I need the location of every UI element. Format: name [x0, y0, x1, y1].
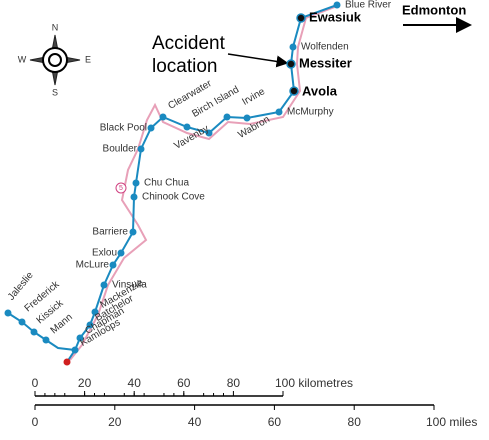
- scale-label: 100 kilometres: [275, 376, 353, 390]
- highway-label: 5: [119, 185, 123, 192]
- scale-label: 0: [32, 415, 39, 429]
- station-dot: [286, 59, 296, 69]
- station-dot: [243, 114, 251, 122]
- station-dot: [205, 129, 213, 137]
- station-dot: [117, 249, 125, 257]
- station-label: Wolfenden: [301, 42, 349, 53]
- station-dot: [42, 336, 50, 344]
- highway-shield: [115, 182, 127, 194]
- station-dot: [130, 193, 138, 201]
- station-dot: [109, 261, 117, 269]
- station-dot: [91, 308, 99, 316]
- station-label: Avola: [302, 83, 338, 98]
- station-dot: [100, 281, 108, 289]
- station-label: Exlou: [92, 248, 117, 259]
- scale-label: 40: [128, 376, 142, 390]
- scale-label: 80: [348, 415, 362, 429]
- accident-marker: [63, 358, 71, 366]
- accident-label: location: [152, 56, 218, 77]
- station-dot: [223, 113, 231, 121]
- station-dot: [18, 318, 26, 326]
- scale-label: 20: [108, 415, 122, 429]
- accident-label: Accident: [152, 33, 226, 54]
- station-dot: [132, 179, 140, 187]
- station-dot: [137, 145, 145, 153]
- station-dot: [147, 124, 155, 132]
- station-dot: [333, 1, 341, 9]
- station-label: Ewasiuk: [309, 9, 362, 24]
- station-dot: [289, 43, 297, 51]
- station-label: Chinook Cove: [142, 192, 205, 203]
- scale-label: 40: [188, 415, 202, 429]
- compass-n: N: [52, 22, 59, 32]
- scale-label: 60: [177, 376, 191, 390]
- compass-w: W: [18, 54, 27, 64]
- accident-arrow: [227, 53, 289, 68]
- compass: N E S W: [18, 22, 91, 97]
- station-dot: [129, 228, 137, 236]
- station-label: McMurphy: [287, 107, 334, 118]
- compass-s: S: [52, 87, 58, 97]
- station-dot: [30, 328, 38, 336]
- station-label: Barriere: [92, 227, 128, 238]
- scale-label: 20: [78, 376, 92, 390]
- station-dot: [4, 309, 12, 317]
- station-label: Boulder: [103, 144, 138, 155]
- station-dot: [183, 123, 191, 131]
- station-label: Vinsulla: [112, 280, 147, 291]
- destination: Edmonton: [402, 2, 466, 17]
- station-dot: [71, 346, 79, 354]
- scale-label: 100 miles: [426, 415, 477, 429]
- scale-label: 0: [32, 376, 39, 390]
- station-dot: [86, 321, 94, 329]
- station-dot: [159, 113, 167, 121]
- station-dot: [76, 334, 84, 342]
- scale-label: 60: [268, 415, 282, 429]
- scale-label: 80: [227, 376, 241, 390]
- compass-e: E: [85, 54, 91, 64]
- station-dot: [289, 86, 299, 96]
- station-label: Blue River: [345, 0, 392, 11]
- station-label: Black Pool: [100, 123, 147, 134]
- station-label: Messiter: [299, 55, 352, 70]
- station-dot: [296, 13, 306, 23]
- station-label: Irvine: [240, 86, 267, 108]
- station-label: Chu Chua: [144, 178, 189, 189]
- station-dot: [275, 108, 283, 116]
- highway: [69, 4, 341, 361]
- station-label: McLure: [76, 260, 110, 271]
